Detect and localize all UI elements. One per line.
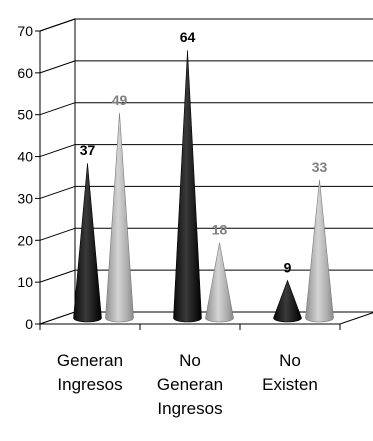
y-tick-label: 50: [17, 107, 33, 123]
y-tick-label: 70: [17, 23, 33, 39]
gridline-side: [39, 269, 76, 283]
gridline-side: [39, 185, 76, 199]
category-label-2: No Generan Ingresos: [157, 351, 223, 418]
value-label-s1-c2: 64: [180, 29, 196, 45]
gridline-side: [39, 60, 76, 74]
cone-s1-c1: [73, 163, 102, 323]
value-axis: 0 10 20 30 40 50 60 70: [17, 23, 40, 332]
side-wall: [39, 18, 76, 325]
gridline-side: [39, 102, 76, 116]
cone-s1-c2: [173, 50, 202, 323]
gridline-side: [39, 227, 76, 241]
value-label-s2-c2: 18: [212, 222, 228, 238]
category-axis: Generan Ingresos No Generan Ingresos No Existe…: [39, 324, 341, 418]
y-tick-label: 0: [25, 316, 33, 332]
value-label-s2-c1: 49: [112, 92, 128, 108]
cone-s2-c3: [305, 179, 334, 323]
data-labels: 37 64 9 49 18 33: [80, 29, 328, 275]
value-label-s2-c3: 33: [312, 159, 328, 175]
value-label-s1-c3: 9: [284, 259, 292, 275]
y-tick-label: 40: [17, 149, 33, 165]
gridlines: [39, 18, 373, 283]
cone-s1-c3: [273, 279, 302, 323]
value-label-s1-c1: 37: [80, 142, 96, 158]
cones: [73, 50, 334, 323]
gridline-side: [39, 18, 76, 32]
y-tick-label: 10: [17, 274, 33, 290]
gridline-side: [39, 144, 76, 158]
category-label-3: No Existen: [262, 351, 318, 394]
y-tick-label: 60: [17, 65, 33, 81]
y-tick-label: 30: [17, 190, 33, 206]
cone-s2-c2: [205, 242, 234, 323]
y-tick-label: 20: [17, 232, 33, 248]
cone-s2-c1: [105, 112, 134, 323]
category-label-1: Generan Ingresos: [57, 351, 123, 394]
